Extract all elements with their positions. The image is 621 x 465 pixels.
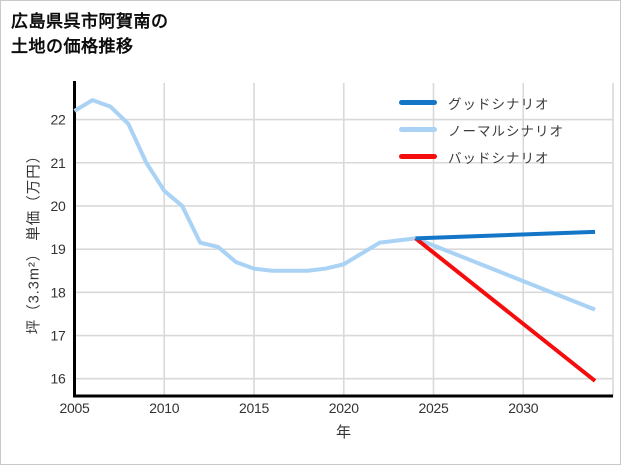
y-axis-label: 坪（3.3m²） 単価（万円）: [26, 147, 43, 335]
x-tick-label: 2025: [419, 400, 449, 416]
y-tick-label: 16: [51, 371, 66, 387]
x-tick-label: 2005: [60, 400, 90, 416]
chart-title: 広島県呉市阿賀南の 土地の価格推移: [11, 9, 169, 59]
series-line-good-scenario: [415, 229, 596, 241]
x-tick-label: 2020: [329, 400, 359, 416]
normal-scenario-line-icon: [399, 127, 437, 132]
legend-label-normal-scenario: ノーマルシナリオ: [448, 123, 564, 139]
y-tick-label: 17: [51, 328, 66, 344]
legend-item-normal-scenario: ノーマルシナリオ: [399, 116, 564, 143]
legend-label-good-scenario: グッドシナリオ: [448, 96, 550, 112]
legend: グッドシナリオ ノーマルシナリオ バッドシナリオ: [399, 89, 564, 170]
x-tick-label: 2010: [149, 400, 179, 416]
chart-title-line1: 広島県呉市阿賀南の: [11, 12, 169, 31]
x-tick-label: 2015: [239, 400, 269, 416]
y-tick-label: 20: [51, 198, 66, 214]
chart-title-line2: 土地の価格推移: [11, 37, 134, 56]
y-tick-label: 21: [51, 155, 66, 171]
y-tick-label: 19: [51, 241, 66, 257]
series-line-bad-scenario: [414, 236, 597, 383]
legend-label-bad-scenario: バッドシナリオ: [448, 150, 550, 166]
x-tick-label: 2030: [508, 400, 538, 416]
x-axis-label: 年: [335, 424, 351, 441]
legend-item-bad-scenario: バッドシナリオ: [399, 143, 564, 170]
good-scenario-line-icon: [399, 100, 437, 105]
legend-item-good-scenario: グッドシナリオ: [399, 89, 564, 116]
bad-scenario-line-icon: [399, 154, 437, 159]
series-line-normal-scenario: [73, 98, 596, 312]
y-tick-label: 18: [51, 284, 66, 300]
y-tick-label: 22: [51, 112, 66, 128]
